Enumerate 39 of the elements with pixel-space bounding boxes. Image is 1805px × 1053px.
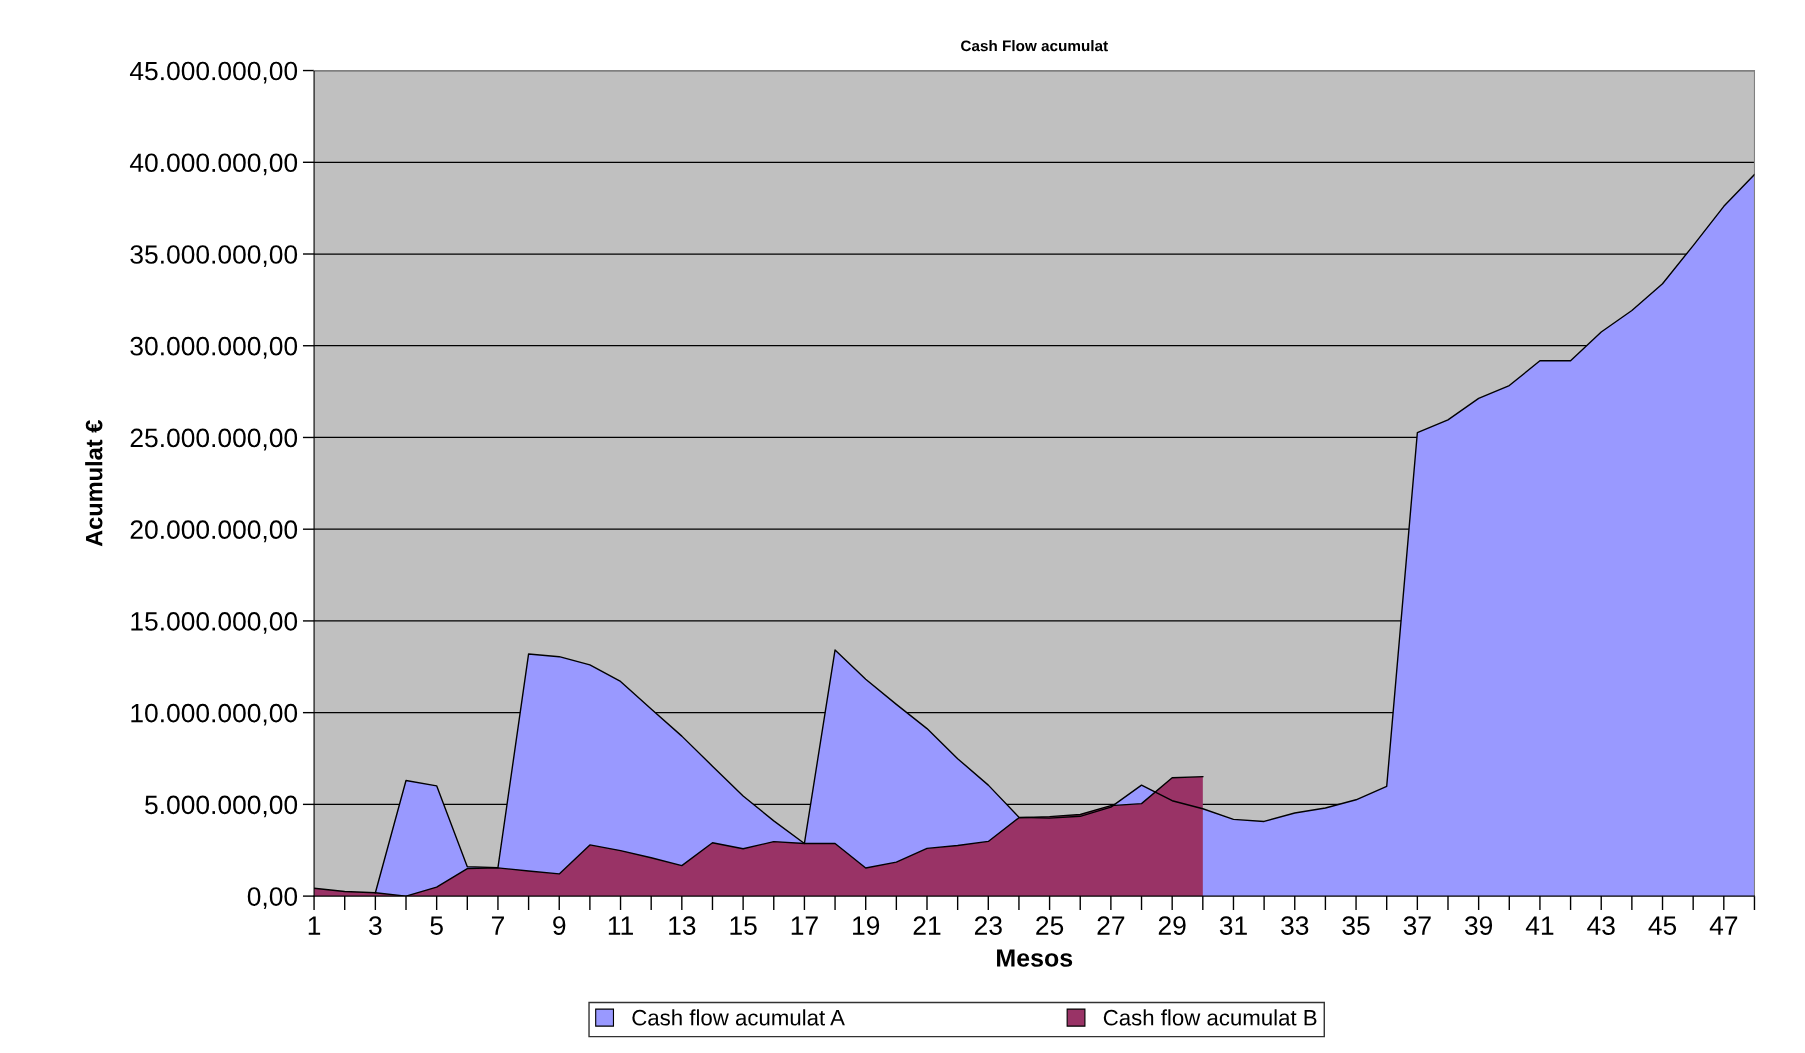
y-tick-label: 25.000.000,00 [130,428,298,451]
x-tick-label: 25 [1036,916,1064,935]
x-tick-label: 19 [853,916,880,935]
y-axis-title: Acumulat € [85,420,103,547]
x-tick-label: 17 [791,916,818,935]
x-tick-label: 9 [553,916,566,935]
chart-title: Cash Flow acumulat [961,40,1108,52]
y-tick-label: 0,00 [247,887,298,910]
x-tick-label: 13 [669,916,696,935]
x-tick-label: 5 [430,916,443,935]
x-tick-label: 21 [913,916,941,935]
x-tick-label: 3 [369,916,382,935]
x-tick-label: 29 [1158,916,1186,935]
x-tick-label: 47 [1709,916,1738,935]
y-tick-label: 5.000.000,00 [145,795,298,818]
x-tick-label: 33 [1281,916,1309,935]
x-tick-label: 37 [1403,916,1431,935]
x-tick-label: 11 [608,916,633,935]
x-tick-label: 7 [491,916,504,935]
x-tick-label: 27 [1097,916,1125,935]
x-tick-label: 1 [308,916,321,935]
x-tick-label: 43 [1587,916,1615,935]
y-tick-label: 45.000.000,00 [129,61,298,84]
y-tick-label: 30.000.000,00 [130,336,298,359]
x-tick-label: 35 [1342,916,1370,935]
y-tick-label: 15.000.000,00 [131,612,298,634]
y-tick-label: 20.000.000,00 [130,520,298,543]
y-tick-label: 40.000.000,00 [129,153,298,176]
x-tick-label: 15 [730,916,757,935]
legend-label: Cash flow acumulat A [632,1009,845,1026]
x-tick-label: 31 [1219,916,1247,935]
y-tick-label: 10.000.000,00 [131,703,298,726]
x-tick-label: 23 [974,916,1002,935]
x-tick-label: 39 [1464,916,1493,935]
x-tick-label: 41 [1525,916,1554,935]
legend-label: Cash flow acumulat B [1103,1009,1317,1026]
x-tick-label: 45 [1648,916,1677,935]
x-axis-title: Mesos [997,949,1073,967]
y-tick-label: 35.000.000,00 [130,245,298,267]
